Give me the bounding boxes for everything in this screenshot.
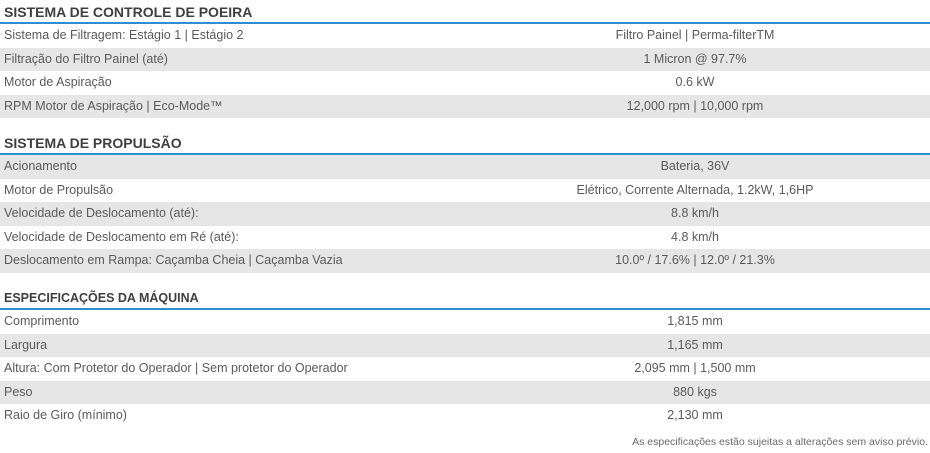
spec-label: Peso: [4, 384, 33, 399]
spec-row: Comprimento 1,815 mm: [0, 310, 930, 334]
spec-row: Velocidade de Deslocamento em Ré (até): …: [0, 226, 930, 250]
disclaimer-footnote: As especificações estão sujeitas a alter…: [632, 436, 928, 448]
spec-value: 1,815 mm: [667, 314, 723, 328]
spec-value: 10.0º / 17.6% | 12.0º / 21.3%: [615, 253, 775, 267]
spec-label: Velocidade de Deslocamento (até):: [4, 206, 199, 220]
spec-row: Peso 880 kgs: [0, 380, 930, 404]
spec-row: Largura 1,165 mm: [0, 333, 930, 357]
spec-row: Velocidade de Deslocamento (até): 8.8 km…: [0, 202, 930, 226]
spec-label: Altura: Com Protetor do Operador | Sem p…: [4, 361, 348, 375]
section-title: SISTEMA DE PROPULSÃO: [0, 133, 930, 155]
spec-label: Filtração do Filtro Painel (até): [4, 51, 168, 66]
spec-value: 1 Micron @ 97.7%: [643, 51, 747, 66]
spec-label: Comprimento: [4, 314, 80, 328]
spec-row: Filtração do Filtro Painel (até) 1 Micro…: [0, 47, 930, 71]
section-title: SISTEMA DE CONTROLE DE POEIRA: [0, 2, 930, 24]
spec-label: Largura: [4, 337, 48, 352]
spec-value: 12,000 rpm | 10,000 rpm: [626, 98, 764, 113]
spec-row: Motor de Aspiração 0.6 kW: [0, 71, 930, 95]
spec-row: Sistema de Filtragem: Estágio 1 | Estági…: [0, 24, 930, 48]
spec-row: Acionamento Bateria, 36V: [0, 155, 930, 179]
spec-label: Deslocamento em Rampa: Caçamba Cheia | C…: [4, 253, 343, 267]
spec-value: 8.8 km/h: [671, 206, 719, 220]
spec-value: 4.8 km/h: [671, 229, 719, 244]
spec-value: Elétrico, Corrente Alternada, 1.2kW, 1,6…: [576, 182, 814, 197]
spec-value: Filtro Painel | Perma-filterTM: [615, 28, 775, 42]
spec-row: Deslocamento em Rampa: Caçamba Cheia | C…: [0, 249, 930, 273]
spec-row: Altura: Com Protetor do Operador | Sem p…: [0, 357, 930, 381]
spec-value: 880 kgs: [673, 384, 717, 399]
spec-label: Acionamento: [4, 159, 77, 173]
spec-value: 0.6 kW: [675, 75, 715, 89]
spec-label: Sistema de Filtragem: Estágio 1 | Estági…: [4, 28, 244, 42]
section-dust-control: SISTEMA DE CONTROLE DE POEIRA Sistema de…: [0, 2, 930, 118]
section-machine-specs: ESPECIFICAÇÕES DA MÁQUINA Comprimento 1,…: [0, 288, 930, 428]
spec-row: RPM Motor de Aspiração | Eco-Mode™ 12,00…: [0, 94, 930, 118]
spec-label: Motor de Propulsão: [4, 182, 114, 197]
spec-label: RPM Motor de Aspiração | Eco-Mode™: [4, 98, 223, 113]
spec-label: Raio de Giro (mínimo): [4, 408, 127, 422]
spec-value: 2,095 mm | 1,500 mm: [634, 361, 756, 375]
spec-value: Bateria, 36V: [660, 159, 730, 173]
section-propulsion: SISTEMA DE PROPULSÃO Acionamento Bateria…: [0, 133, 930, 273]
spec-value: 2,130 mm: [667, 408, 723, 422]
section-title: ESPECIFICAÇÕES DA MÁQUINA: [0, 288, 930, 310]
spec-row: Motor de Propulsão Elétrico, Corrente Al…: [0, 179, 930, 203]
spec-label: Motor de Aspiração: [4, 75, 112, 89]
spec-row: Raio de Giro (mínimo) 2,130 mm: [0, 404, 930, 428]
spec-label: Velocidade de Deslocamento em Ré (até):: [4, 229, 239, 244]
spec-value: 1,165 mm: [667, 337, 723, 352]
